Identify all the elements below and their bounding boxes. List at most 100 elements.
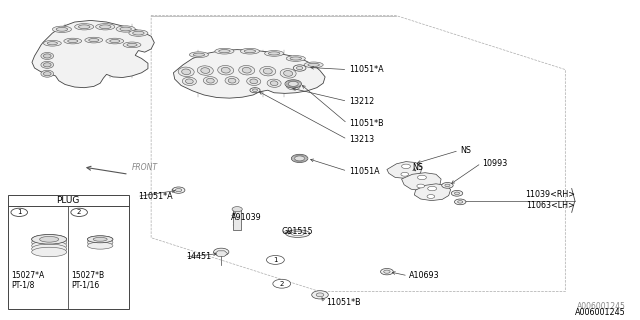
- Ellipse shape: [182, 69, 191, 75]
- Circle shape: [442, 182, 453, 188]
- Ellipse shape: [239, 66, 255, 75]
- Ellipse shape: [290, 57, 301, 60]
- Ellipse shape: [129, 30, 148, 36]
- Circle shape: [11, 208, 28, 216]
- Bar: [234, 209, 241, 230]
- Ellipse shape: [44, 72, 51, 76]
- Text: 13213: 13213: [349, 135, 374, 144]
- Ellipse shape: [88, 236, 113, 243]
- Ellipse shape: [31, 241, 67, 251]
- Ellipse shape: [116, 26, 135, 32]
- Ellipse shape: [218, 66, 234, 75]
- Ellipse shape: [123, 42, 141, 48]
- Ellipse shape: [280, 69, 296, 78]
- Text: A10693: A10693: [409, 271, 440, 280]
- Circle shape: [294, 156, 305, 161]
- Text: A91039: A91039: [231, 212, 262, 222]
- Ellipse shape: [109, 39, 120, 43]
- Text: 10993: 10993: [483, 159, 508, 168]
- Circle shape: [384, 270, 390, 273]
- Text: 11039<RH>: 11039<RH>: [525, 190, 575, 199]
- Text: 14451: 14451: [186, 252, 211, 261]
- Ellipse shape: [221, 68, 230, 73]
- Text: 1: 1: [273, 257, 278, 263]
- Text: A006001245: A006001245: [577, 302, 626, 311]
- Ellipse shape: [88, 239, 113, 246]
- Circle shape: [417, 184, 424, 188]
- Ellipse shape: [186, 79, 193, 84]
- Ellipse shape: [31, 247, 67, 257]
- Ellipse shape: [89, 38, 99, 42]
- Circle shape: [401, 164, 410, 169]
- Circle shape: [293, 65, 306, 71]
- Ellipse shape: [289, 84, 297, 88]
- Polygon shape: [387, 162, 422, 178]
- Ellipse shape: [225, 76, 239, 85]
- Ellipse shape: [263, 68, 272, 74]
- Circle shape: [417, 175, 426, 180]
- Ellipse shape: [304, 62, 323, 68]
- Polygon shape: [414, 184, 451, 201]
- Ellipse shape: [96, 24, 115, 30]
- Circle shape: [250, 88, 260, 93]
- Ellipse shape: [68, 39, 78, 43]
- Ellipse shape: [56, 28, 68, 31]
- Circle shape: [172, 187, 185, 193]
- Circle shape: [316, 293, 324, 297]
- Ellipse shape: [52, 26, 72, 32]
- Polygon shape: [32, 20, 154, 88]
- Circle shape: [401, 172, 408, 176]
- Ellipse shape: [286, 56, 305, 61]
- Text: 11051*A: 11051*A: [349, 65, 383, 74]
- Ellipse shape: [64, 38, 82, 44]
- Ellipse shape: [204, 76, 218, 85]
- Circle shape: [285, 80, 301, 88]
- Circle shape: [252, 89, 257, 92]
- Circle shape: [428, 186, 436, 191]
- Text: 11063<LH>: 11063<LH>: [526, 202, 575, 211]
- Text: 11051*A: 11051*A: [138, 192, 173, 201]
- Text: 2: 2: [280, 281, 284, 287]
- Circle shape: [71, 208, 88, 216]
- Ellipse shape: [219, 50, 230, 53]
- Text: 15027*B: 15027*B: [72, 271, 104, 280]
- Ellipse shape: [270, 81, 278, 85]
- Ellipse shape: [47, 42, 58, 45]
- Ellipse shape: [264, 51, 284, 56]
- Ellipse shape: [127, 43, 137, 46]
- Text: NS: NS: [460, 146, 471, 155]
- Circle shape: [296, 67, 303, 69]
- Ellipse shape: [41, 52, 54, 60]
- Text: FRONT: FRONT: [131, 163, 157, 172]
- Ellipse shape: [284, 71, 292, 76]
- Ellipse shape: [100, 25, 111, 29]
- Text: A006001245: A006001245: [575, 308, 626, 317]
- Ellipse shape: [106, 38, 124, 44]
- Ellipse shape: [286, 82, 300, 90]
- Ellipse shape: [85, 37, 102, 43]
- Ellipse shape: [132, 31, 144, 35]
- Ellipse shape: [201, 68, 210, 73]
- Text: 15027*A: 15027*A: [11, 271, 44, 280]
- Text: PT-1/8: PT-1/8: [11, 281, 35, 290]
- Ellipse shape: [41, 70, 54, 77]
- Text: 11051*B: 11051*B: [349, 119, 383, 128]
- Polygon shape: [173, 50, 325, 98]
- Ellipse shape: [242, 68, 252, 73]
- Ellipse shape: [241, 48, 259, 54]
- Circle shape: [273, 279, 291, 288]
- Circle shape: [458, 201, 463, 203]
- Text: 11051A: 11051A: [349, 167, 380, 176]
- Ellipse shape: [88, 242, 113, 249]
- Ellipse shape: [88, 236, 113, 243]
- Ellipse shape: [244, 50, 255, 53]
- Circle shape: [288, 81, 298, 86]
- Circle shape: [454, 199, 466, 205]
- Bar: [8, 195, 129, 309]
- Text: 2: 2: [77, 209, 81, 215]
- Text: 11051*B: 11051*B: [326, 298, 361, 307]
- Polygon shape: [401, 173, 441, 191]
- Circle shape: [381, 268, 394, 275]
- Circle shape: [266, 255, 284, 264]
- Ellipse shape: [197, 66, 213, 75]
